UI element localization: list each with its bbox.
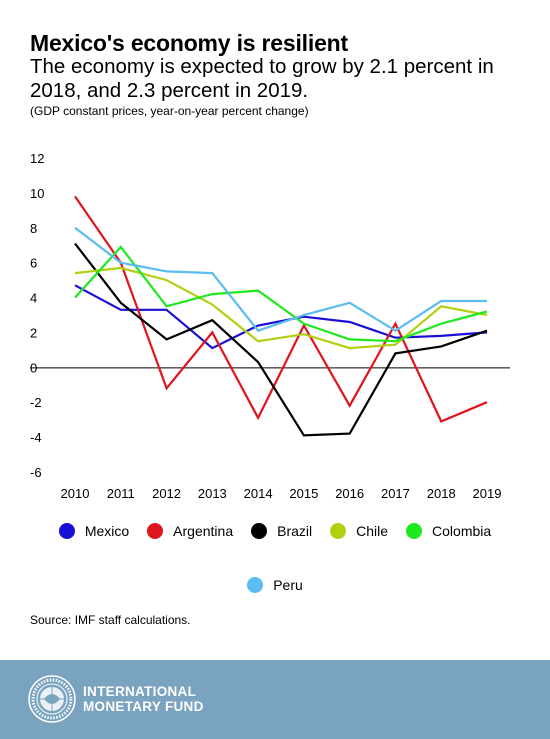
y-tick-label: 4 — [30, 291, 37, 306]
x-tick-label: 2012 — [152, 486, 181, 501]
x-tick-label: 2014 — [244, 486, 273, 501]
x-tick-label: 2015 — [289, 486, 318, 501]
x-tick-label: 2016 — [335, 486, 364, 501]
y-tick-label: 2 — [30, 325, 37, 340]
legend-item: Brazil — [251, 522, 312, 540]
imf-footer: INTERNATIONAL MONETARY FUND — [0, 660, 550, 739]
legend-label: Argentina — [173, 523, 234, 539]
x-tick-label: 2011 — [107, 486, 135, 501]
legend-label: Peru — [273, 577, 303, 593]
x-tick-label: 2019 — [473, 486, 502, 501]
legend-label: Colombia — [432, 523, 492, 539]
legend-item: Mexico — [58, 522, 130, 540]
y-tick-label: 8 — [30, 221, 37, 236]
series-line-brazil — [74, 242, 488, 437]
series-line-colombia — [74, 245, 488, 343]
x-tick-label: 2010 — [61, 486, 90, 501]
legend-swatch — [406, 523, 423, 539]
imf-name: INTERNATIONAL MONETARY FUND — [83, 684, 204, 714]
imf-seal-logo — [28, 675, 76, 723]
legend-swatch — [251, 523, 268, 539]
x-tick-label: 2013 — [198, 486, 227, 501]
y-tick-label: 12 — [30, 151, 44, 166]
chart-note: (GDP constant prices, year-on-year perce… — [30, 104, 309, 118]
series-line-peru — [74, 226, 487, 332]
y-tick-label: -2 — [30, 395, 42, 410]
chart-legend: Mexico Argentina Brazil Chile Colombia Peru — [0, 522, 550, 594]
series-line-argentina — [74, 195, 488, 423]
imf-name-line2: MONETARY FUND — [83, 699, 204, 714]
chart-title: Mexico's economy is resilient — [30, 30, 348, 56]
legend-item: Colombia — [406, 522, 491, 540]
y-tick-label: -4 — [30, 430, 42, 445]
imf-name-line1: INTERNATIONAL — [83, 684, 197, 699]
x-tick-label: 2017 — [381, 486, 410, 501]
series-line-mexico — [74, 284, 488, 350]
y-tick-label: 6 — [30, 256, 37, 271]
legend-swatch — [247, 577, 264, 593]
legend-item: Argentina — [147, 522, 233, 540]
source-note: Source: IMF staff calculations. — [30, 613, 191, 627]
legend-swatch — [58, 523, 75, 539]
legend-item: Peru — [247, 576, 303, 594]
y-tick-label: 10 — [30, 186, 44, 201]
legend-item: Chile — [330, 522, 388, 540]
series-line-chile — [74, 266, 488, 350]
legend-swatch — [147, 523, 164, 539]
x-tick-label: 2018 — [427, 486, 456, 501]
legend-label: Brazil — [277, 523, 313, 539]
legend-label: Mexico — [84, 523, 130, 539]
chart-subtitle: The economy is expected to grow by 2.1 p… — [30, 55, 494, 102]
y-tick-label: -6 — [30, 465, 42, 480]
legend-label: Chile — [356, 523, 389, 539]
legend-swatch — [330, 523, 347, 539]
